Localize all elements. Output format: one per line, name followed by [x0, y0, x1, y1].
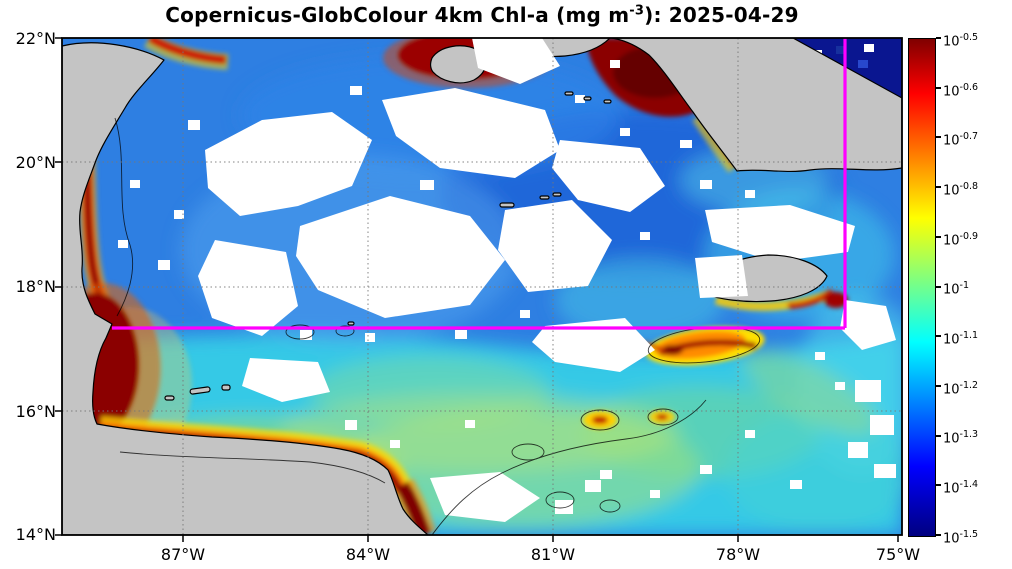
- colorbar-tick-label: 10-0.6: [943, 82, 979, 100]
- cloud-no-data: [118, 44, 896, 522]
- land-central-america: [62, 42, 429, 535]
- colorbar-tick-label: 10-1.2: [943, 380, 979, 398]
- colorbar-tick-label: 10-1.1: [943, 330, 979, 348]
- colorbar-tick: [936, 87, 941, 89]
- colorbar-tick: [936, 186, 941, 188]
- x-tick-label-78w: 78°W: [716, 545, 760, 564]
- y-tick-label-20n: 20°N: [16, 153, 56, 172]
- island-isla-juventud: [430, 45, 487, 84]
- colorbar-gradient: [908, 38, 936, 537]
- title-exponent: -3: [629, 3, 645, 19]
- colorbar-tick-label: 10-1: [943, 280, 970, 298]
- colorbar-tick: [936, 37, 941, 39]
- figure-title: Copernicus-GlobColour 4km Chl-a (mg m-3)…: [62, 3, 902, 27]
- y-tick-label-18n: 18°N: [16, 277, 56, 296]
- y-tick-label-16n: 16°N: [16, 402, 56, 421]
- bathymetry-contours: [114, 117, 761, 535]
- axis-labels: 22°N 20°N 18°N 16°N 14°N 87°W 84°W 81°W …: [16, 29, 921, 564]
- colorbar-tick-label: 10-0.9: [943, 231, 979, 249]
- colorbar-tick: [936, 236, 941, 238]
- colorbar-tick: [936, 534, 941, 536]
- colorbar-tick-label: 10-0.7: [943, 131, 979, 149]
- colorbar-tick: [936, 484, 941, 486]
- land-cuba-southeast: [611, 38, 902, 172]
- title-suffix: ): 2025-04-29: [644, 3, 799, 27]
- colorbar-tick-label: 10-0.5: [943, 32, 979, 50]
- colorbar-tick: [936, 385, 941, 387]
- transect-lines: [112, 38, 847, 330]
- small-islands: [164, 91, 612, 401]
- colorbar-tick-label: 10-1.4: [943, 479, 979, 497]
- x-tick-label-75w: 75°W: [876, 545, 920, 564]
- x-tick-label-84w: 84°W: [346, 545, 390, 564]
- graticule: [62, 38, 902, 535]
- colorbar-tick: [936, 286, 941, 288]
- colorbar-tick: [936, 136, 941, 138]
- cloud-over-land: [472, 38, 748, 298]
- x-tick-label-81w: 81°W: [531, 545, 575, 564]
- title-prefix: Copernicus-GlobColour 4km Chl-a (mg m: [165, 3, 630, 27]
- axis-ticks: [55, 37, 899, 542]
- colorbar-tick: [936, 335, 941, 337]
- colorbar-tick-label: 10-1.5: [943, 529, 979, 547]
- y-tick-label-22n: 22°N: [16, 29, 56, 48]
- colorbar-tick: [936, 435, 941, 437]
- y-tick-label-14n: 14°N: [16, 525, 56, 544]
- colorbar-tick-label: 10-1.3: [943, 429, 979, 447]
- x-tick-label-87w: 87°W: [161, 545, 205, 564]
- colorbar-tick-label: 10-0.8: [943, 181, 979, 199]
